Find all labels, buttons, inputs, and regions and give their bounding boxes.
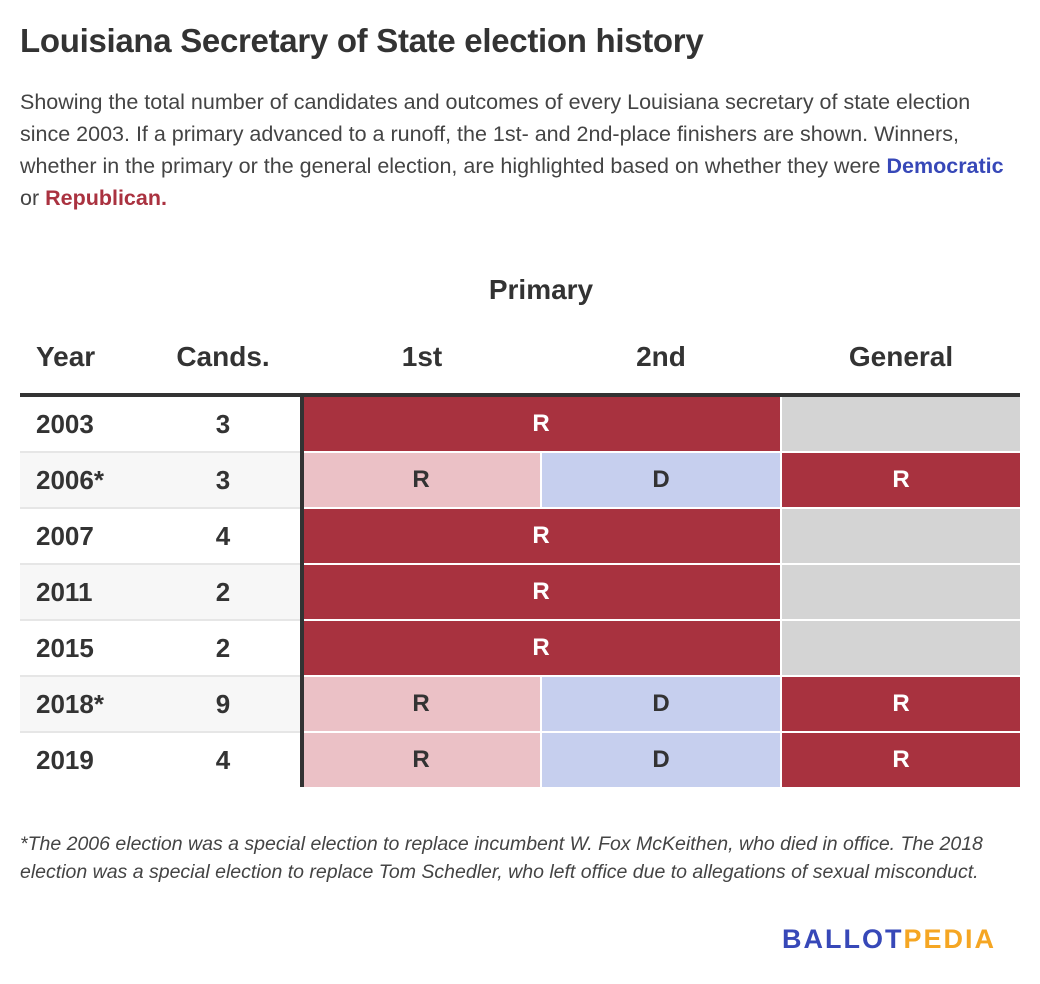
header-2nd: 2nd [636,341,686,372]
primary-2nd-cell: D [542,677,780,731]
primary-winner-cell: R [302,397,780,451]
table-row: 2006* 3 R D R [20,453,1020,507]
primary-winner-cell: R [302,565,780,619]
column-divider [300,397,304,787]
cands-cell: 9 [150,677,296,731]
row-separator [20,619,302,621]
general-empty-cell [782,397,1020,451]
general-cell: R [782,453,1020,507]
legend-democratic: Democratic [886,154,1004,178]
header-year: Year [36,341,96,372]
primary-1st-cell: R [302,677,540,731]
table-row: 2015 2 R [20,621,1020,675]
header-general: General [848,341,954,372]
cands-cell: 2 [215,633,231,663]
row-separator [20,451,302,453]
header-primary: Primary [488,274,594,305]
primary-1st-cell: R [302,453,540,507]
cands-cell: 2 [150,565,296,619]
logo-part1: BALLOT [782,924,904,954]
year-cell: 2015 [36,633,94,663]
primary-2nd-cell: D [542,453,780,507]
header-rule [20,393,1020,397]
ballotpedia-logo: BALLOTPEDIA [782,924,996,955]
cands-cell: 4 [215,521,231,551]
subtitle-or: or [20,186,46,210]
header-1st: 1st [401,341,443,372]
cands-cell: 3 [150,453,296,507]
header-cands: Cands. [176,341,270,372]
footnote: *The 2006 election was a special electio… [20,833,983,883]
row-separator [20,507,302,509]
cands-cell: 3 [215,409,231,439]
table-row: 2011 2 R [20,565,1020,619]
general-empty-cell [782,565,1020,619]
general-cell: R [782,677,1020,731]
table-row: 2019 4 R D R [20,733,1020,787]
general-empty-cell [782,621,1020,675]
table-row: 2007 4 R [20,509,1020,563]
row-separator [20,563,302,565]
general-cell: R [782,733,1020,787]
table-row: 2018* 9 R D R [20,677,1020,731]
year-cell: 2019 [36,745,94,775]
chart-title: Louisiana Secretary of State election hi… [20,22,704,59]
subtitle: Showing the total number of candidates a… [20,86,1020,214]
row-separator [20,675,302,677]
primary-1st-cell: R [302,733,540,787]
subtitle-text: Showing the total number of candidates a… [20,90,971,178]
primary-winner-cell: R [302,509,780,563]
cands-cell: 4 [215,745,231,775]
general-empty-cell [782,509,1020,563]
table-row: 2003 3 R [20,397,1020,451]
logo-part2: PEDIA [903,924,997,954]
year-cell: 2007 [36,521,94,551]
primary-winner-cell: R [302,621,780,675]
year-cell: 2003 [36,409,94,439]
primary-2nd-cell: D [542,733,780,787]
legend-republican: Republican. [45,186,167,210]
row-separator [20,731,302,733]
